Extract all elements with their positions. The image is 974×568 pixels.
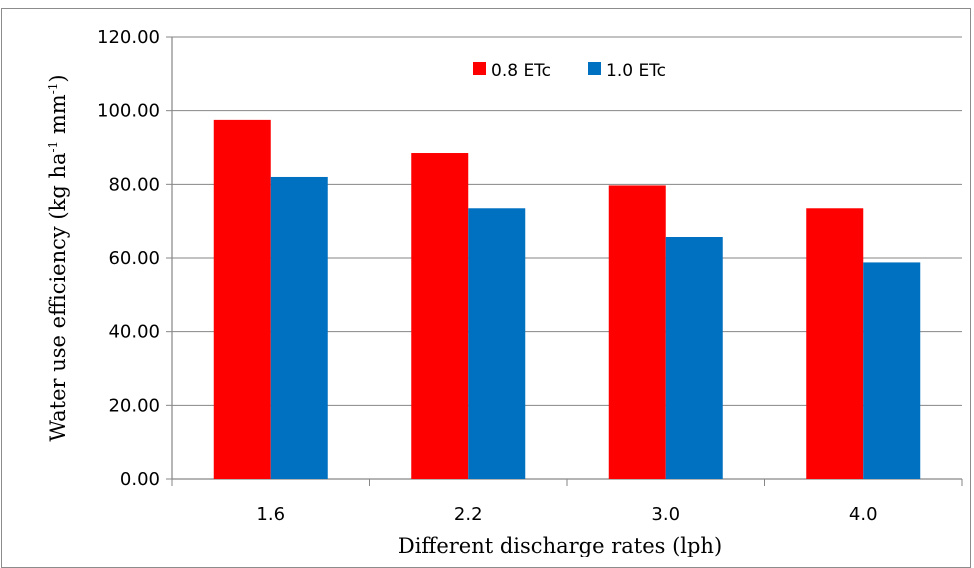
bar	[213, 119, 271, 479]
y-tick-label: 20.00	[108, 395, 160, 416]
y-axis-title-end: )	[46, 74, 70, 82]
y-axis-title: Water use efficiency (kg ha-1 mm-1)	[46, 74, 70, 441]
bar	[608, 185, 666, 479]
y-tick-label: 60.00	[108, 248, 160, 269]
x-axis-title: Different discharge rates (lph)	[398, 534, 722, 557]
x-tick-label: 1.6	[256, 504, 285, 525]
bar	[863, 262, 921, 479]
y-axis-title-sup2: -1	[46, 83, 60, 95]
legend-label-0-8-etc: 0.8 ETc	[491, 61, 551, 81]
y-axis-title-sup1: -1	[46, 141, 60, 153]
y-tick-label: 40.00	[108, 322, 160, 343]
bar	[468, 208, 526, 479]
x-tick-label: 4.0	[849, 504, 878, 525]
bar	[411, 153, 469, 479]
bar	[665, 237, 723, 479]
bar	[270, 176, 328, 479]
bar	[806, 208, 864, 479]
y-tick-label: 80.00	[108, 174, 160, 195]
y-axis-title-mid: mm	[46, 94, 70, 141]
y-tick-label: 0.00	[120, 469, 160, 490]
x-tick-label: 2.2	[454, 504, 483, 525]
legend-swatch-1-0-etc	[588, 62, 601, 75]
y-tick-labels: 0.00 20.00 40.00 60.00 80.00 100.00 120.00	[97, 27, 160, 490]
y-tick-label: 100.00	[97, 101, 160, 122]
legend-swatch-0-8-etc	[473, 62, 486, 75]
y-tick-label: 120.00	[97, 27, 160, 48]
bars	[213, 119, 921, 479]
y-axis-title-main: Water use efficiency (kg ha	[46, 152, 70, 441]
legend-label-1-0-etc: 1.0 ETc	[606, 61, 666, 81]
legend: 0.8 ETc 1.0 ETc	[473, 61, 666, 81]
x-tick-label: 3.0	[651, 504, 680, 525]
x-tick-labels: 1.6 2.2 3.0 4.0	[256, 504, 877, 525]
